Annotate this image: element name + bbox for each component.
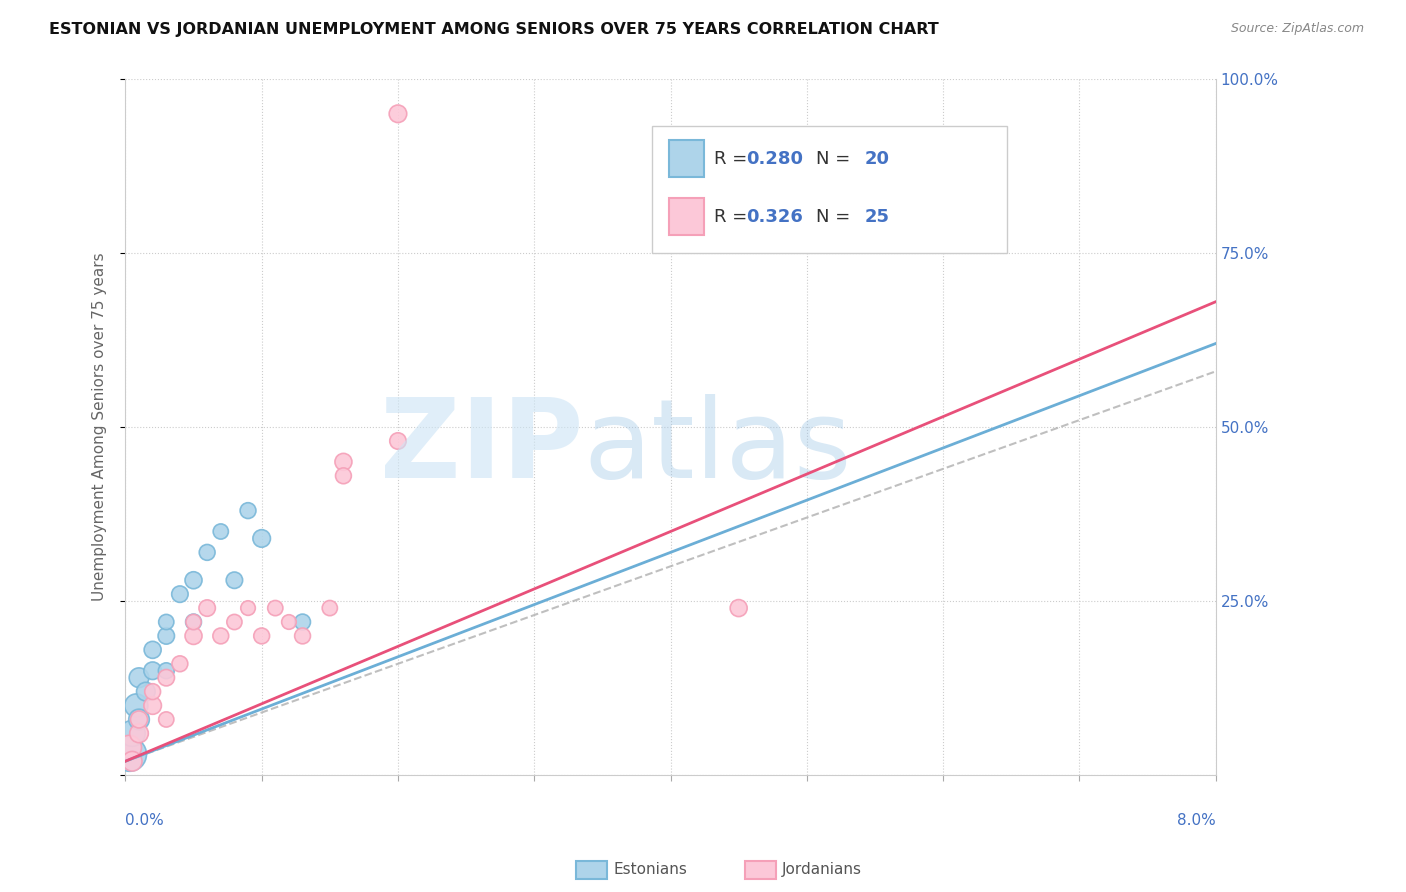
Point bbox=[277, 615, 299, 629]
Text: 0.280: 0.280 bbox=[745, 150, 803, 168]
Point bbox=[291, 629, 314, 643]
Point bbox=[332, 455, 354, 469]
Point bbox=[155, 671, 177, 685]
Point bbox=[142, 684, 165, 698]
Point bbox=[128, 713, 150, 727]
Point bbox=[155, 664, 177, 678]
Point bbox=[195, 601, 218, 615]
Text: atlas: atlas bbox=[583, 394, 852, 501]
Point bbox=[727, 601, 749, 615]
Text: 8.0%: 8.0% bbox=[1177, 814, 1216, 829]
Text: R =: R = bbox=[714, 150, 754, 168]
Point bbox=[135, 684, 157, 698]
Text: Jordanians: Jordanians bbox=[782, 863, 862, 877]
Point bbox=[209, 629, 232, 643]
Point bbox=[128, 671, 150, 685]
Point bbox=[250, 629, 273, 643]
Text: ZIP: ZIP bbox=[380, 394, 583, 501]
Point bbox=[291, 615, 314, 629]
Text: N =: N = bbox=[815, 150, 856, 168]
Point bbox=[183, 615, 205, 629]
Point bbox=[155, 713, 177, 727]
Text: 20: 20 bbox=[865, 150, 890, 168]
Point bbox=[169, 657, 191, 671]
Point bbox=[183, 629, 205, 643]
Text: Estonians: Estonians bbox=[613, 863, 688, 877]
Point bbox=[125, 698, 148, 713]
Point bbox=[250, 532, 273, 546]
Point bbox=[118, 747, 141, 762]
Point bbox=[128, 726, 150, 740]
Point bbox=[332, 468, 354, 483]
Point bbox=[155, 615, 177, 629]
Y-axis label: Unemployment Among Seniors over 75 years: Unemployment Among Seniors over 75 years bbox=[93, 252, 107, 601]
Text: 0.326: 0.326 bbox=[745, 208, 803, 226]
Point bbox=[236, 601, 259, 615]
Text: 25: 25 bbox=[865, 208, 890, 226]
Text: 0.0%: 0.0% bbox=[125, 814, 165, 829]
Point bbox=[264, 601, 287, 615]
Point bbox=[121, 726, 143, 740]
Point bbox=[121, 754, 143, 768]
Point bbox=[387, 434, 409, 448]
Point bbox=[224, 615, 246, 629]
Point bbox=[195, 545, 218, 559]
Point bbox=[142, 643, 165, 657]
Point bbox=[319, 601, 342, 615]
Text: R =: R = bbox=[714, 208, 754, 226]
Text: Source: ZipAtlas.com: Source: ZipAtlas.com bbox=[1230, 22, 1364, 36]
Point bbox=[236, 503, 259, 517]
Point bbox=[183, 573, 205, 587]
Point bbox=[224, 573, 246, 587]
Text: ESTONIAN VS JORDANIAN UNEMPLOYMENT AMONG SENIORS OVER 75 YEARS CORRELATION CHART: ESTONIAN VS JORDANIAN UNEMPLOYMENT AMONG… bbox=[49, 22, 939, 37]
Point bbox=[142, 664, 165, 678]
Point bbox=[209, 524, 232, 539]
Point bbox=[387, 107, 409, 121]
Point bbox=[142, 698, 165, 713]
Point bbox=[118, 740, 141, 755]
Point bbox=[128, 713, 150, 727]
Point bbox=[155, 629, 177, 643]
Point bbox=[169, 587, 191, 601]
Text: N =: N = bbox=[815, 208, 856, 226]
Point bbox=[183, 615, 205, 629]
